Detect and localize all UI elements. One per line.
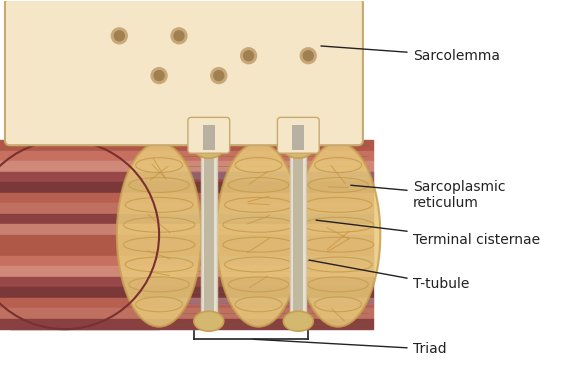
Bar	[10, 287, 373, 298]
Bar	[0, 182, 159, 193]
Circle shape	[303, 51, 313, 61]
Circle shape	[114, 31, 125, 41]
FancyBboxPatch shape	[188, 117, 230, 153]
Ellipse shape	[284, 311, 313, 331]
Bar	[10, 172, 373, 182]
Circle shape	[171, 28, 187, 44]
Text: Triad: Triad	[253, 339, 446, 356]
Bar	[0, 277, 159, 287]
Bar	[292, 126, 304, 150]
FancyBboxPatch shape	[277, 117, 319, 153]
Bar	[0, 319, 159, 329]
Bar	[0, 172, 159, 182]
Bar	[10, 182, 373, 193]
Bar	[10, 172, 373, 178]
FancyBboxPatch shape	[5, 0, 363, 145]
Bar	[10, 214, 373, 220]
Bar	[0, 214, 159, 224]
Circle shape	[0, 140, 159, 329]
Bar	[10, 203, 373, 214]
Circle shape	[154, 70, 164, 81]
Bar	[10, 266, 373, 277]
Bar	[0, 298, 159, 308]
Bar	[0, 193, 159, 203]
Bar	[10, 256, 373, 266]
Ellipse shape	[296, 143, 381, 327]
Ellipse shape	[216, 143, 301, 327]
Bar	[10, 308, 373, 319]
Bar	[290, 145, 307, 324]
Bar	[10, 235, 373, 245]
Bar	[10, 140, 373, 151]
Bar	[0, 245, 159, 256]
Circle shape	[243, 51, 254, 61]
Bar	[10, 214, 373, 224]
Bar	[0, 151, 159, 161]
Circle shape	[300, 48, 316, 64]
Circle shape	[151, 68, 167, 84]
Ellipse shape	[194, 311, 224, 331]
Circle shape	[111, 28, 127, 44]
Ellipse shape	[284, 138, 313, 158]
Bar	[0, 287, 159, 298]
Bar	[10, 224, 373, 235]
Text: Sarcoplasmic
reticulum: Sarcoplasmic reticulum	[351, 180, 505, 210]
Bar	[10, 161, 373, 172]
Bar	[293, 148, 303, 321]
Ellipse shape	[194, 138, 224, 158]
Bar	[0, 224, 159, 235]
Bar	[10, 277, 373, 287]
Bar	[0, 256, 159, 266]
Bar	[10, 245, 373, 256]
Bar	[10, 298, 373, 304]
Bar	[0, 203, 159, 214]
Bar	[10, 193, 373, 203]
Bar	[203, 126, 215, 150]
Bar	[0, 308, 159, 319]
Bar	[10, 298, 373, 308]
Bar	[0, 235, 159, 245]
Bar	[0, 140, 159, 151]
Text: Terminal cisternae: Terminal cisternae	[316, 220, 540, 247]
Bar	[201, 145, 217, 324]
Bar	[0, 161, 159, 172]
Circle shape	[211, 68, 227, 84]
Ellipse shape	[117, 143, 201, 327]
Bar	[0, 266, 159, 277]
Text: Sarcolemma: Sarcolemma	[321, 46, 499, 63]
Circle shape	[214, 70, 224, 81]
Bar	[10, 319, 373, 329]
Circle shape	[174, 31, 184, 41]
Bar	[10, 151, 373, 161]
Bar	[10, 256, 373, 262]
Circle shape	[241, 48, 257, 64]
Bar	[204, 148, 214, 321]
Text: T-tubule: T-tubule	[309, 260, 469, 291]
